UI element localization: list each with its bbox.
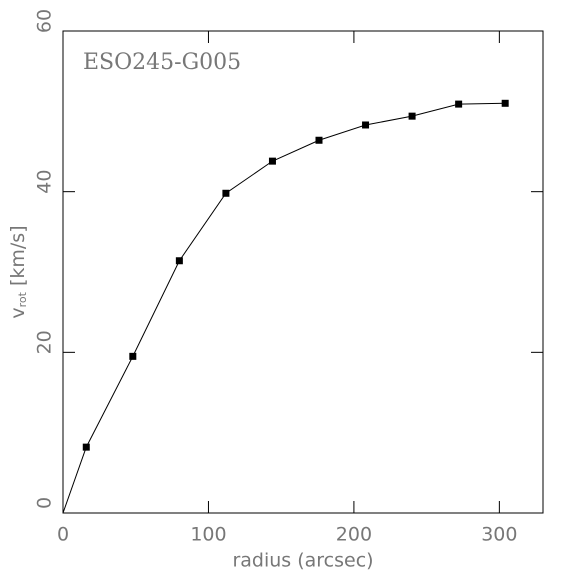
- x-tick-label: 200: [336, 524, 372, 546]
- data-point: [362, 121, 370, 129]
- data-line: [62, 102, 506, 514]
- y-tick-label: 0: [34, 497, 56, 509]
- data-point: [268, 157, 276, 165]
- x-tick-label: 100: [190, 524, 226, 546]
- x-tick-label: 300: [481, 524, 517, 546]
- plot-frame: [62, 30, 544, 514]
- x-axis-label: radius (arcsec): [232, 550, 373, 572]
- data-point: [129, 352, 137, 360]
- data-point: [82, 443, 90, 451]
- annotation: ESO245-G005: [83, 50, 241, 75]
- y-axis-label: vrot [km/s]: [7, 225, 30, 318]
- data-point: [501, 99, 509, 107]
- data-point: [175, 257, 183, 265]
- y-label-subscript: rot: [16, 291, 29, 307]
- y-tick-label: 60: [34, 9, 56, 33]
- y-label-symbol: v: [7, 307, 29, 318]
- y-tick-label: 40: [34, 170, 56, 194]
- x-tick-label: 0: [57, 524, 69, 546]
- data-point: [222, 189, 230, 197]
- y-tick-label: 20: [34, 330, 56, 354]
- y-label-unit: [km/s]: [7, 225, 29, 286]
- data-point: [455, 100, 463, 108]
- data-point: [408, 112, 416, 120]
- data-point: [315, 136, 323, 144]
